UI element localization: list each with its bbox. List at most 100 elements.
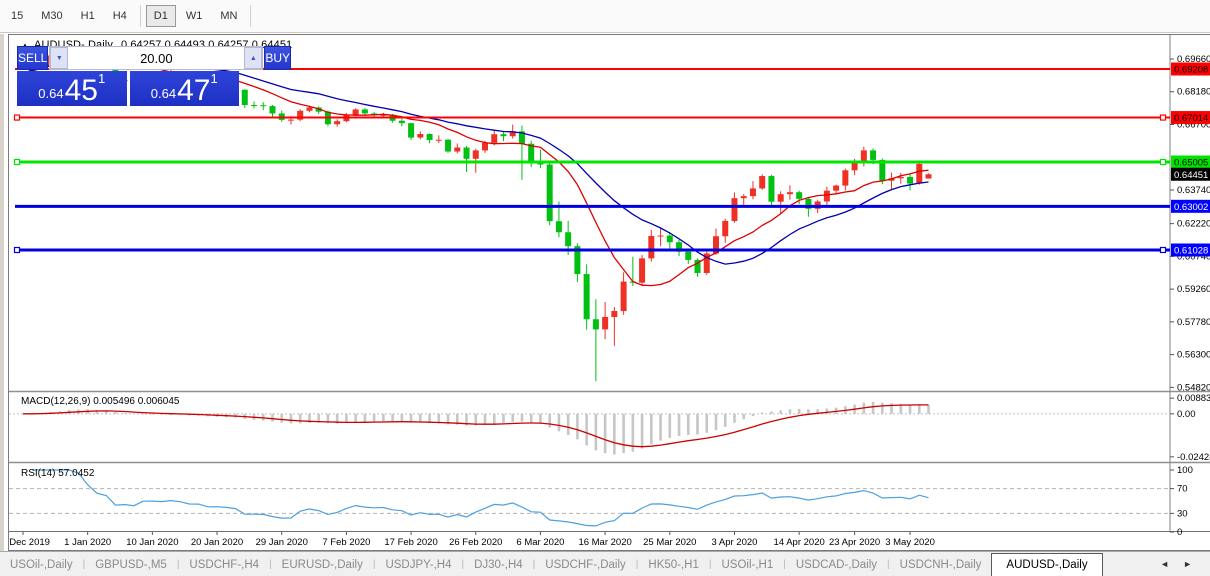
sell-price-sup: 1: [97, 71, 106, 86]
chart-tab-usoil-h1[interactable]: USOil-,H1: [721, 559, 774, 571]
svg-text:0.69208: 0.69208: [1174, 65, 1208, 76]
svg-text:25 Mar 2020: 25 Mar 2020: [643, 537, 696, 548]
tab-separator: |: [783, 559, 786, 570]
svg-text:0.54820: 0.54820: [1177, 382, 1210, 393]
svg-text:7 Feb 2020: 7 Feb 2020: [322, 537, 370, 548]
tab-separator: |: [532, 559, 536, 570]
timeframe-toolbar: 15 M30 H1 H4 D1 W1 MN: [0, 0, 1210, 33]
svg-text:0: 0: [1177, 527, 1182, 538]
chart-canvas[interactable]: 0.69660 0.68180 0.66700 0.63740 0.62220 0.607…: [9, 35, 1210, 550]
svg-text:MACD(12,26,9) 0.005496 0.00604: MACD(12,26,9) 0.005496 0.006045: [21, 396, 180, 407]
tab-separator: |: [887, 559, 890, 570]
volume-input[interactable]: [68, 47, 245, 69]
tab-separator: |: [708, 559, 712, 570]
date-axis: 23 Dec 2019 1 Jan 2020 10 Jan 2020 20 Jan 2…: [9, 532, 935, 548]
buy-price-prefix: 0.64: [150, 86, 177, 101]
svg-text:0.63002: 0.63002: [1174, 202, 1208, 213]
buy-price-box[interactable]: 0.64 47 1: [129, 71, 239, 107]
tab-separator: |: [461, 559, 465, 570]
macd-pane: MACD(12,26,9) 0.005496 0.006045 0.008833 0…: [9, 393, 1210, 463]
chart-window: 0.69660 0.68180 0.66700 0.63740 0.62220 0.607…: [0, 34, 1210, 551]
sell-button[interactable]: SELL: [17, 46, 49, 70]
chart-tab-hk50-h1[interactable]: HK50-,H1: [648, 559, 699, 571]
svg-text:3 May 2020: 3 May 2020: [885, 537, 935, 548]
svg-text:0.57780: 0.57780: [1177, 317, 1210, 328]
chart-tab-bar: USOil-,Daily | GBPUSD-,M5 | USDCHF-,H4 | EURUS…: [0, 551, 1210, 576]
svg-text:23 Dec 2019: 23 Dec 2019: [9, 537, 50, 548]
toolbar-separator: [139, 5, 141, 27]
chart-tab-gbpusd-m5[interactable]: GBPUSD-,M5: [95, 559, 167, 571]
svg-text:0.67014: 0.67014: [1174, 113, 1208, 124]
tab-separator: |: [269, 559, 272, 570]
rsi-pane: RSI(14) 57.0452 100 70 30 0: [9, 465, 1193, 538]
svg-text:0.63740: 0.63740: [1177, 185, 1210, 196]
timeframe-button-15[interactable]: 15: [11, 10, 24, 22]
chart-tab-eurusd-daily[interactable]: EURUSD-,Daily: [281, 559, 363, 571]
svg-text:16 Mar 2020: 16 Mar 2020: [578, 537, 631, 548]
timeframe-button-w1[interactable]: W1: [185, 10, 203, 22]
chart-tab-usdchf-daily[interactable]: USDCHF-,Daily: [545, 559, 626, 571]
tab-separator: |: [372, 559, 376, 570]
volume-stepper: ▼ ▲: [49, 46, 264, 70]
svg-text:20 Jan 2020: 20 Jan 2020: [191, 537, 243, 548]
timeframe-button-mn[interactable]: MN: [220, 10, 238, 22]
chart-chrome: [9, 35, 1210, 532]
collapse-panel-icon[interactable]: ▲: [21, 41, 29, 50]
svg-text:RSI(14) 57.0452: RSI(14) 57.0452: [21, 468, 95, 479]
svg-text:0.61028: 0.61028: [1174, 245, 1208, 256]
chart-tab-usdcad-daily[interactable]: USDCAD-,Daily: [795, 559, 878, 571]
tab-separator: |: [635, 559, 639, 570]
chart-tab-usdchf-h4[interactable]: USDCHF-,H4: [189, 559, 260, 571]
svg-text:0.00: 0.00: [1177, 409, 1196, 420]
buy-price-big: 47: [177, 73, 211, 107]
tab-scroll-left-icon[interactable]: ◄: [1160, 559, 1170, 569]
timeframe-button-d1[interactable]: D1: [145, 5, 176, 27]
chart-tab-usoil-daily[interactable]: USOil-,Daily: [10, 559, 73, 571]
chart-tab-dj30-h4[interactable]: DJ30-,H4: [474, 559, 523, 571]
svg-text:0.56300: 0.56300: [1177, 350, 1210, 361]
svg-text:0.62220: 0.62220: [1177, 219, 1210, 230]
chart-tab-usdjpy-h4[interactable]: USDJPY-,H4: [385, 559, 452, 571]
svg-text:0.66700: 0.66700: [1177, 119, 1210, 130]
svg-text:26 Feb 2020: 26 Feb 2020: [449, 537, 502, 548]
svg-text:1 Jan 2020: 1 Jan 2020: [64, 537, 111, 548]
chart-tab-usdcnh-daily[interactable]: USDCNH-,Daily: [899, 559, 982, 571]
svg-text:0.69660: 0.69660: [1177, 54, 1210, 65]
svg-text:14 Apr 2020: 14 Apr 2020: [774, 537, 825, 548]
svg-text:70: 70: [1177, 484, 1188, 495]
svg-text:0.65005: 0.65005: [1174, 157, 1208, 168]
svg-text:100: 100: [1177, 465, 1193, 476]
timeframe-button-m30[interactable]: M30: [41, 10, 63, 22]
svg-text:0.68180: 0.68180: [1177, 87, 1210, 98]
buy-button[interactable]: BUY: [264, 46, 292, 70]
svg-text:0.008833: 0.008833: [1177, 393, 1210, 404]
timeframe-button-h4[interactable]: H4: [112, 10, 127, 22]
svg-text:23 Apr 2020: 23 Apr 2020: [829, 537, 880, 548]
toolbar-separator: [250, 5, 252, 27]
svg-text:10 Jan 2020: 10 Jan 2020: [126, 537, 178, 548]
volume-decrease-icon[interactable]: ▼: [50, 47, 69, 69]
tab-scroll-arrows: ◄ ►: [1154, 559, 1210, 576]
svg-text:17 Feb 2020: 17 Feb 2020: [384, 537, 437, 548]
tab-separator: |: [176, 559, 180, 570]
svg-text:-0.02428: -0.02428: [1177, 452, 1210, 463]
tab-scroll-right-icon[interactable]: ►: [1183, 559, 1192, 569]
svg-text:30: 30: [1177, 508, 1188, 519]
sell-price-big: 45: [64, 73, 98, 107]
buy-price-sup: 1: [210, 71, 218, 86]
sell-price-prefix: 0.64: [38, 86, 64, 101]
svg-text:0.59260: 0.59260: [1177, 284, 1210, 295]
svg-text:0.60740: 0.60740: [1177, 251, 1210, 262]
one-click-trade-panel: SELL ▼ ▲ BUY 0.64 45 1 0.64: [17, 46, 292, 107]
volume-increase-icon[interactable]: ▲: [244, 47, 263, 69]
svg-text:29 Jan 2020: 29 Jan 2020: [256, 537, 308, 548]
price-axis: 0.69660 0.68180 0.66700 0.63740 0.62220 0.607…: [1170, 54, 1210, 393]
svg-text:3 Apr 2020: 3 Apr 2020: [711, 537, 757, 548]
svg-text:0.64451: 0.64451: [1174, 170, 1208, 181]
timeframe-button-h1[interactable]: H1: [80, 10, 95, 22]
svg-text:6 Mar 2020: 6 Mar 2020: [516, 537, 564, 548]
sell-price-box[interactable]: 0.64 45 1: [17, 71, 127, 106]
chart-tab-audusd-daily[interactable]: AUDUSD-,Daily: [991, 553, 1103, 576]
horizontal-line-objects[interactable]: [13, 68, 1171, 254]
